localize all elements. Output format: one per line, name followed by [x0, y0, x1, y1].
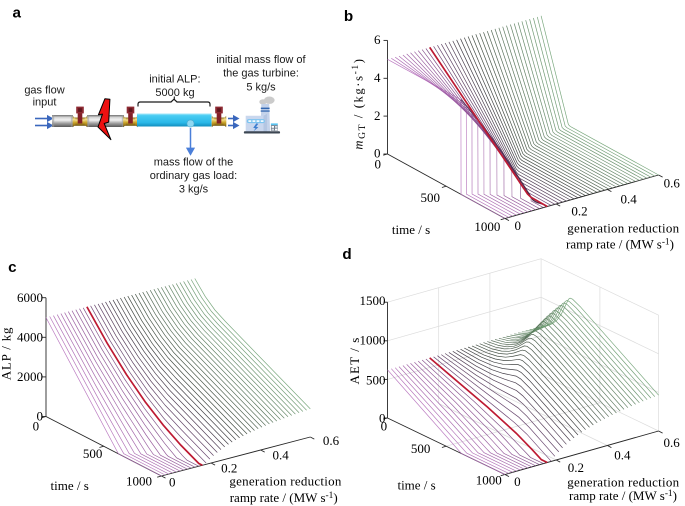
svg-text:500: 500	[366, 373, 386, 388]
svg-text:0: 0	[375, 156, 382, 171]
svg-text:6000: 6000	[17, 290, 43, 305]
svg-text:1500: 1500	[360, 293, 386, 308]
svg-text:mass flow of the: mass flow of the	[154, 156, 233, 168]
svg-text:c: c	[8, 259, 16, 276]
svg-text:mGT / (kg·s-1): mGT / (kg·s-1)	[350, 57, 368, 149]
svg-text:0.4: 0.4	[620, 191, 637, 206]
svg-text:5 kg/s: 5 kg/s	[246, 82, 276, 94]
svg-text:3 kg/s: 3 kg/s	[179, 183, 209, 195]
svg-text:ramp rate / (MW s-1): ramp rate / (MW s-1)	[566, 236, 674, 251]
svg-text:initial ALP:: initial ALP:	[149, 74, 200, 86]
svg-text:ramp rate / (MW s-1): ramp rate / (MW s-1)	[569, 488, 677, 503]
svg-text:0.6: 0.6	[664, 175, 681, 190]
svg-text:0.2: 0.2	[571, 203, 587, 218]
svg-text:AET / s: AET / s	[347, 337, 362, 385]
svg-text:a: a	[12, 5, 21, 22]
svg-text:initial mass flow of: initial mass flow of	[216, 54, 306, 66]
svg-text:b: b	[344, 8, 353, 25]
svg-text:0: 0	[374, 146, 381, 161]
svg-text:0.4: 0.4	[272, 447, 289, 462]
svg-text:2: 2	[374, 108, 381, 123]
svg-text:time / s: time / s	[397, 478, 435, 493]
svg-text:0: 0	[515, 218, 522, 233]
svg-text:1000: 1000	[360, 333, 386, 348]
svg-text:2000: 2000	[17, 369, 43, 384]
svg-text:4000: 4000	[17, 330, 43, 345]
svg-text:0.6: 0.6	[663, 435, 680, 450]
svg-text:input: input	[33, 97, 57, 109]
svg-text:6: 6	[374, 32, 381, 47]
svg-text:0.6: 0.6	[323, 433, 340, 448]
svg-text:0: 0	[514, 474, 521, 489]
svg-text:0: 0	[33, 418, 40, 433]
svg-text:500: 500	[421, 190, 441, 205]
svg-text:500: 500	[411, 441, 431, 456]
svg-text:1000: 1000	[476, 473, 502, 488]
svg-text:1000: 1000	[126, 473, 152, 488]
svg-text:ordinary gas load:: ordinary gas load:	[150, 170, 237, 182]
svg-text:4: 4	[374, 70, 381, 85]
svg-text:generation reduction: generation reduction	[567, 475, 679, 490]
svg-text:time / s: time / s	[392, 222, 430, 237]
svg-text:0.2: 0.2	[568, 460, 584, 475]
svg-text:d: d	[342, 246, 351, 263]
svg-text:ramp rate / (MW s-1): ramp rate / (MW s-1)	[230, 490, 338, 505]
svg-text:gas flow: gas flow	[24, 84, 64, 96]
svg-text:0.2: 0.2	[221, 461, 237, 476]
svg-text:ALP / kg: ALP / kg	[0, 327, 14, 381]
svg-text:0: 0	[169, 475, 176, 490]
svg-text:0: 0	[37, 409, 44, 424]
svg-text:500: 500	[83, 446, 103, 461]
svg-text:0: 0	[379, 410, 386, 425]
svg-text:0: 0	[381, 419, 388, 434]
svg-text:time / s: time / s	[51, 478, 89, 493]
svg-text:1000: 1000	[474, 219, 500, 234]
svg-text:5000 kg: 5000 kg	[155, 87, 194, 99]
svg-text:generation reduction: generation reduction	[229, 474, 341, 489]
svg-text:0.4: 0.4	[614, 448, 631, 463]
svg-text:generation reduction: generation reduction	[567, 221, 679, 236]
svg-text:the gas turbine:: the gas turbine:	[223, 68, 299, 80]
